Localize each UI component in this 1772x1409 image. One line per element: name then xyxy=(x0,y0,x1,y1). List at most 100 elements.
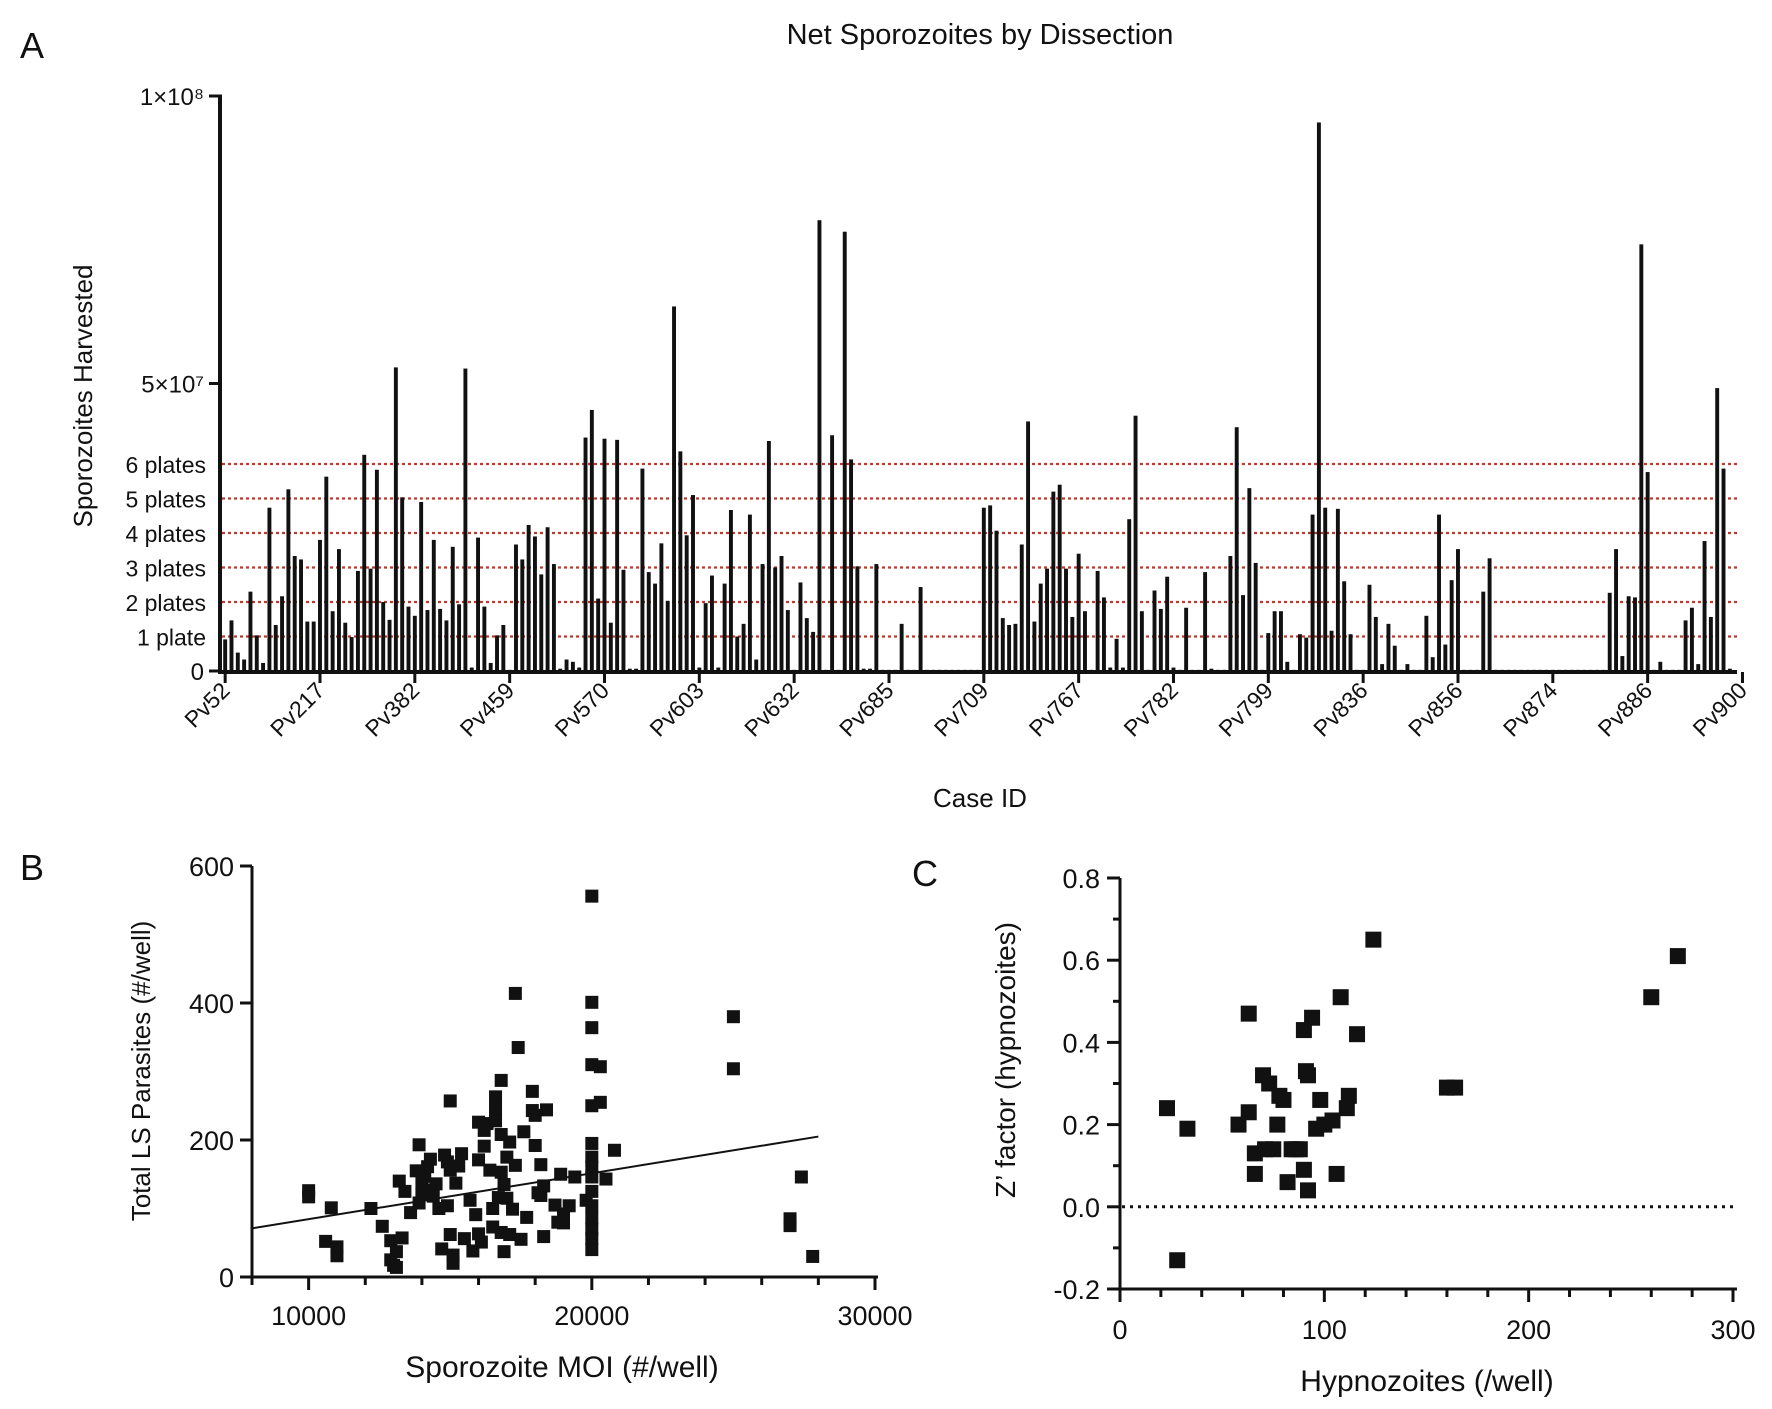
data-point xyxy=(1169,1252,1186,1269)
bar xyxy=(697,667,702,671)
bar xyxy=(444,620,449,671)
bar xyxy=(988,505,993,671)
data-point xyxy=(463,1193,477,1207)
bar xyxy=(710,575,714,671)
chart-a-ylabel: Sporozoites Harvested xyxy=(68,264,98,527)
chart-c-y-ticks: -0.2 0.0 0.2 0.4 0.6 0.8 xyxy=(1053,864,1120,1305)
data-point xyxy=(1295,1161,1312,1178)
bar xyxy=(368,568,373,671)
bar xyxy=(1658,661,1663,671)
bar xyxy=(1639,244,1644,671)
data-point xyxy=(443,1094,457,1108)
bar xyxy=(1335,508,1340,671)
data-point xyxy=(412,1138,426,1152)
plate-label: 2 plates xyxy=(125,590,206,616)
data-point xyxy=(435,1242,449,1256)
bar xyxy=(1228,556,1233,671)
x-tick-label: 0 xyxy=(1112,1315,1127,1345)
bar xyxy=(1026,421,1031,671)
y-tick-label: 0.0 xyxy=(1062,1193,1100,1223)
bar xyxy=(1108,667,1113,671)
data-point xyxy=(1643,989,1660,1006)
y-tick-label: 0.6 xyxy=(1062,946,1100,976)
bar xyxy=(678,451,683,671)
data-point xyxy=(1338,1100,1355,1117)
y-tick-label: 400 xyxy=(189,989,234,1019)
data-point xyxy=(469,1208,483,1222)
case-id-label: Pv382 xyxy=(360,677,425,742)
data-point xyxy=(528,1108,542,1122)
data-point xyxy=(1265,1141,1282,1158)
bar xyxy=(716,667,721,671)
case-id-label: Pv52 xyxy=(179,677,234,732)
bar xyxy=(1247,488,1252,671)
bar xyxy=(1019,544,1024,671)
data-point xyxy=(520,1210,534,1224)
data-point xyxy=(540,1103,554,1117)
y-tick-label: 0 xyxy=(191,659,204,686)
bar xyxy=(1696,664,1701,671)
bar xyxy=(1139,611,1144,671)
case-id-label: Pv799 xyxy=(1213,677,1278,742)
bar xyxy=(659,543,664,671)
chart-b-xlabel: Sporozoite MOI (#/well) xyxy=(405,1351,718,1384)
bar xyxy=(583,437,588,671)
bar xyxy=(811,631,816,671)
bar xyxy=(1095,570,1100,671)
data-point xyxy=(389,1245,403,1259)
bar xyxy=(305,621,310,671)
bar xyxy=(1114,638,1119,671)
case-id-label: Pv709 xyxy=(929,677,994,742)
data-point xyxy=(457,1232,471,1246)
data-point xyxy=(585,889,599,903)
bar xyxy=(501,625,506,671)
bar xyxy=(1133,415,1138,671)
bar xyxy=(627,668,632,671)
bar xyxy=(431,539,436,671)
bar xyxy=(1266,633,1271,671)
data-point xyxy=(1299,1182,1316,1199)
bar xyxy=(602,438,607,671)
bar xyxy=(1013,623,1018,671)
bar xyxy=(254,635,259,671)
data-point xyxy=(593,1060,607,1074)
data-point xyxy=(534,1158,548,1172)
bar xyxy=(868,668,872,671)
bar xyxy=(532,536,537,671)
data-point xyxy=(477,1139,491,1153)
bar xyxy=(1323,507,1328,671)
data-point xyxy=(324,1201,338,1215)
bar xyxy=(318,539,322,671)
bar xyxy=(653,583,658,671)
data-point xyxy=(446,1256,460,1270)
bar xyxy=(526,524,531,671)
data-point xyxy=(1240,1005,1257,1022)
bar xyxy=(981,507,986,671)
y-tick-label: 0.2 xyxy=(1062,1111,1100,1141)
panel-c: C Z’ factor (hypnozoites) Hypnozoites (/… xyxy=(912,853,1756,1398)
bar xyxy=(589,409,594,671)
bar xyxy=(691,495,695,671)
bar xyxy=(1424,615,1429,671)
bar xyxy=(558,668,563,671)
bar xyxy=(425,610,430,671)
data-point xyxy=(302,1190,316,1204)
case-id-label: Pv886 xyxy=(1593,677,1658,742)
bar xyxy=(754,659,759,671)
bar xyxy=(1241,595,1245,671)
bar xyxy=(1057,484,1062,671)
data-point xyxy=(1299,1067,1316,1084)
bar xyxy=(1203,572,1208,671)
data-point xyxy=(1269,1116,1286,1133)
data-point xyxy=(585,1199,599,1213)
plate-label: 3 plates xyxy=(125,556,206,582)
bar xyxy=(766,441,771,671)
bar xyxy=(1038,583,1043,671)
case-id-label: Pv874 xyxy=(1498,677,1563,742)
data-point xyxy=(783,1219,797,1233)
data-point xyxy=(375,1219,389,1233)
bar xyxy=(608,622,613,671)
case-id-label: Pv217 xyxy=(265,677,330,742)
bar xyxy=(1614,549,1618,671)
data-point xyxy=(489,1102,503,1116)
